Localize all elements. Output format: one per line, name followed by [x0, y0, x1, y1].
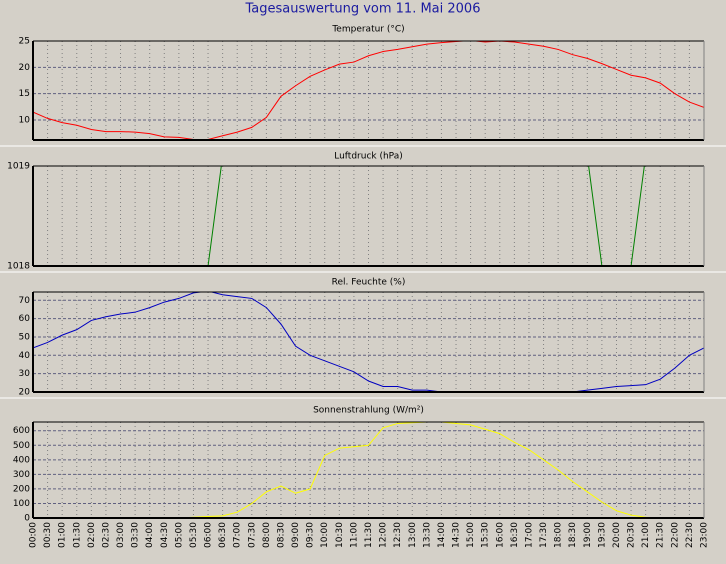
chart-title: Rel. Feuchte (%) — [332, 278, 406, 288]
y-tick-label: 25 — [19, 37, 30, 47]
x-tick-label: 14:30 — [452, 522, 462, 548]
y-tick-label: 40 — [19, 351, 31, 361]
y-tick-label: 200 — [13, 484, 30, 494]
x-tick-label: 10:00 — [320, 522, 330, 548]
x-tick-label: 11:00 — [349, 522, 359, 548]
x-tick-label: 22:30 — [685, 522, 695, 548]
data-line — [33, 422, 704, 518]
y-tick-label: 20 — [19, 63, 31, 73]
x-tick-label: 19:00 — [583, 522, 593, 548]
x-tick-label: 00:00 — [29, 522, 39, 548]
chart-title: Sonnenstrahlung (W/m²) — [313, 406, 424, 416]
x-tick-label: 05:00 — [174, 522, 184, 548]
x-tick-label: 00:30 — [43, 522, 53, 548]
x-tick-label: 18:30 — [568, 522, 578, 548]
x-tick-label: 12:30 — [393, 522, 403, 548]
x-tick-label: 04:00 — [145, 522, 155, 548]
y-tick-label: 600 — [13, 426, 30, 436]
y-tick-label: 500 — [13, 441, 30, 451]
y-tick-label: 60 — [19, 314, 31, 324]
x-tick-label: 08:00 — [262, 522, 272, 548]
y-tick-label: 0 — [24, 514, 30, 524]
x-tick-label: 17:30 — [539, 522, 549, 548]
y-tick-label: 30 — [19, 369, 31, 379]
x-tick-label: 08:30 — [276, 522, 286, 548]
x-tick-label: 09:00 — [291, 522, 301, 548]
y-tick-label: 1019 — [7, 162, 30, 172]
chart-title: Temperatur (°C) — [331, 25, 404, 35]
x-tick-label: 13:30 — [422, 522, 432, 548]
x-tick-label: 16:30 — [510, 522, 520, 548]
x-tick-label: 02:00 — [87, 522, 97, 548]
chart-title: Luftdruck (hPa) — [334, 152, 403, 162]
x-tick-label: 11:30 — [364, 522, 374, 548]
y-tick-label: 20 — [19, 388, 31, 398]
x-tick-label: 15:30 — [481, 522, 491, 548]
x-tick-label: 17:00 — [524, 522, 534, 548]
x-tick-label: 07:00 — [233, 522, 243, 548]
x-tick-label: 13:00 — [408, 522, 418, 548]
x-tick-label: 23:00 — [700, 522, 710, 548]
x-tick-label: 04:30 — [160, 522, 170, 548]
x-tick-label: 05:30 — [189, 522, 199, 548]
x-tick-label: 21:00 — [641, 522, 651, 548]
x-tick-label: 01:30 — [72, 522, 82, 548]
y-tick-label: 15 — [19, 89, 30, 99]
x-tick-label: 18:00 — [554, 522, 564, 548]
x-tick-label: 22:00 — [670, 522, 680, 548]
x-tick-label: 09:30 — [306, 522, 316, 548]
page-title: Tagesauswertung vom 11. Mai 2006 — [245, 2, 481, 17]
y-tick-label: 50 — [19, 332, 31, 342]
y-tick-label: 70 — [19, 296, 31, 306]
x-tick-label: 03:00 — [116, 522, 126, 548]
x-tick-label: 16:00 — [495, 522, 505, 548]
x-tick-label: 02:30 — [101, 522, 111, 548]
x-tick-label: 19:30 — [597, 522, 607, 548]
data-line — [207, 166, 645, 266]
data-line — [33, 41, 704, 140]
x-tick-label: 03:30 — [131, 522, 141, 548]
x-tick-label: 12:00 — [379, 522, 389, 548]
x-tick-label: 20:30 — [627, 522, 637, 548]
y-tick-label: 10 — [19, 115, 31, 125]
y-tick-label: 100 — [13, 499, 30, 509]
x-tick-label: 15:00 — [466, 522, 476, 548]
data-line — [33, 292, 704, 392]
y-tick-label: 1018 — [7, 262, 30, 272]
x-tick-label: 14:00 — [437, 522, 447, 548]
x-tick-label: 07:30 — [247, 522, 257, 548]
y-tick-label: 300 — [13, 470, 30, 480]
x-tick-label: 21:30 — [656, 522, 666, 548]
x-tick-label: 06:00 — [204, 522, 214, 548]
x-tick-label: 01:00 — [58, 522, 68, 548]
x-tick-label: 20:00 — [612, 522, 622, 548]
x-tick-label: 10:30 — [335, 522, 345, 548]
y-tick-label: 400 — [13, 455, 30, 465]
x-tick-label: 06:30 — [218, 522, 228, 548]
